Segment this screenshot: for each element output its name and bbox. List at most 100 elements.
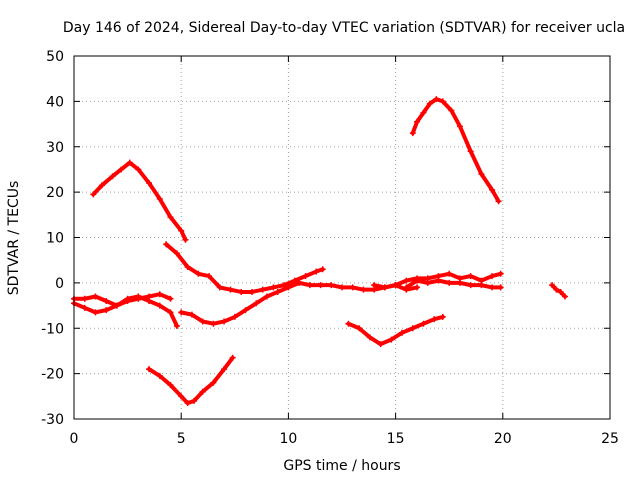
data-point	[242, 307, 249, 314]
data-point	[206, 273, 213, 280]
data-point	[420, 109, 427, 116]
data-point	[392, 282, 399, 289]
y-tick-label: -20	[41, 367, 64, 383]
y-tick-label: 0	[55, 276, 64, 292]
data-point	[371, 282, 378, 289]
data-point	[253, 300, 260, 307]
data-point	[259, 286, 266, 293]
data-point	[173, 322, 180, 329]
data-point	[424, 279, 431, 286]
data-point	[124, 298, 131, 305]
data-point	[446, 270, 453, 277]
data-point	[439, 98, 446, 105]
data-point	[188, 311, 195, 318]
data-point	[103, 307, 110, 314]
data-point	[156, 291, 163, 298]
data-point	[92, 309, 99, 316]
data-point	[302, 273, 309, 280]
data-point	[146, 366, 153, 373]
data-point	[345, 320, 352, 327]
axis-ticks: 0 5 10 15 20 25 -30 -20 -10 0 10 20 30 40 50	[41, 49, 619, 447]
data-point	[156, 372, 163, 379]
data-points	[71, 96, 568, 407]
data-point	[328, 282, 335, 289]
data-point	[478, 282, 485, 289]
data-point	[184, 263, 191, 270]
data-point	[557, 288, 564, 295]
data-point	[467, 148, 474, 155]
x-tick-label: 10	[279, 431, 297, 447]
y-tick-label: -30	[41, 412, 64, 428]
data-point	[216, 284, 223, 291]
data-point	[103, 298, 110, 305]
data-point	[420, 320, 427, 327]
series-line	[550, 283, 567, 299]
data-point	[409, 325, 416, 332]
data-point	[270, 284, 277, 291]
data-point	[433, 96, 440, 103]
x-tick-label: 20	[494, 431, 512, 447]
data-point	[497, 270, 504, 277]
data-point	[313, 268, 320, 275]
series-arc-8	[409, 96, 502, 205]
data-point	[489, 273, 496, 280]
data-point	[456, 123, 463, 130]
data-point	[229, 354, 236, 361]
data-point	[90, 191, 97, 198]
data-point	[109, 173, 116, 180]
x-axis-label: GPS time / hours	[283, 458, 400, 474]
data-point	[467, 282, 474, 289]
y-tick-label: -10	[41, 321, 64, 337]
data-point	[319, 266, 326, 273]
data-point	[296, 279, 303, 286]
series-line	[346, 314, 445, 347]
data-point	[263, 293, 270, 300]
data-point	[227, 286, 234, 293]
y-tick-label: 50	[46, 49, 64, 65]
data-point	[118, 166, 125, 173]
data-point	[439, 313, 446, 320]
data-point	[167, 309, 174, 316]
data-point	[92, 293, 99, 300]
data-point	[414, 118, 421, 125]
data-point	[431, 316, 438, 323]
data-point	[561, 293, 568, 300]
data-point	[191, 397, 198, 404]
data-point	[167, 381, 174, 388]
data-point	[306, 282, 313, 289]
data-point	[381, 284, 388, 291]
y-tick-label: 40	[46, 94, 64, 110]
data-point	[184, 400, 191, 407]
data-point	[489, 284, 496, 291]
data-point	[178, 227, 185, 234]
data-point	[178, 309, 185, 316]
data-point	[377, 341, 384, 348]
data-point	[317, 282, 324, 289]
data-point	[199, 388, 206, 395]
data-point	[238, 288, 245, 295]
y-tick-label: 20	[46, 185, 64, 201]
y-axis-label: SDTVAR / TECUs	[6, 181, 22, 296]
data-point	[199, 318, 206, 325]
series-arc-1	[90, 159, 189, 243]
data-point	[210, 320, 217, 327]
data-point	[146, 180, 153, 187]
y-tick-label: 30	[46, 140, 64, 156]
data-point	[360, 286, 367, 293]
data-point	[478, 170, 485, 177]
series-line	[404, 278, 503, 290]
data-point	[81, 295, 88, 302]
data-point	[210, 379, 217, 386]
data-point	[489, 186, 496, 193]
series-line	[147, 355, 235, 406]
data-point	[126, 159, 133, 166]
data-point	[182, 236, 189, 243]
data-point	[113, 302, 120, 309]
data-point	[366, 334, 373, 341]
data-point	[167, 295, 174, 302]
data-point	[231, 313, 238, 320]
data-point	[446, 279, 453, 286]
data-point	[549, 282, 556, 289]
